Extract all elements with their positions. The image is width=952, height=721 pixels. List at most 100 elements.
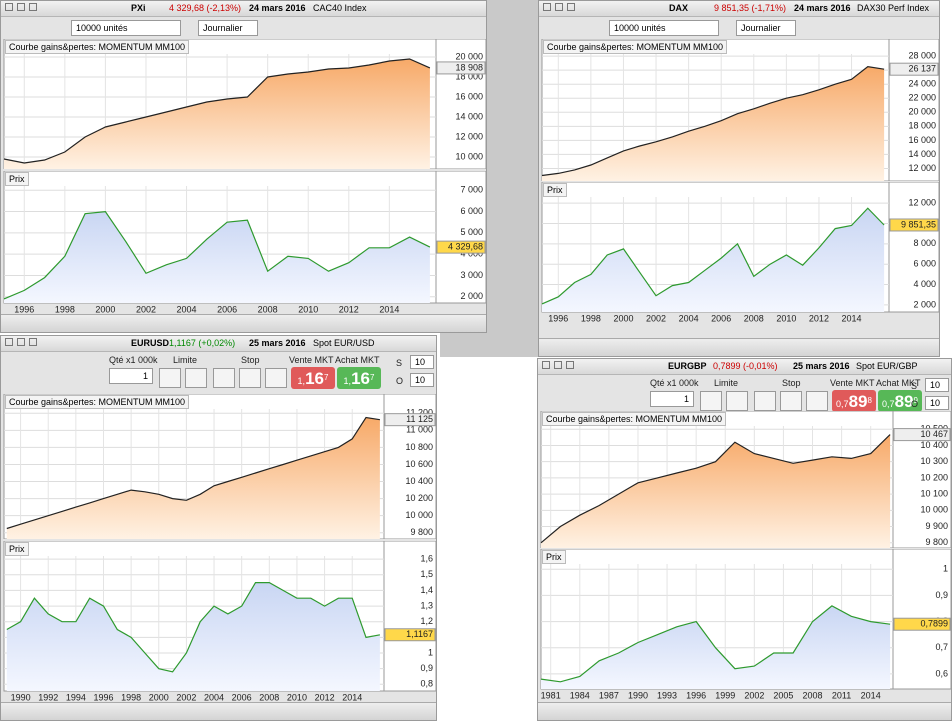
quote: 4 329,68 (-2,13%): [169, 3, 242, 13]
order-button[interactable]: [754, 391, 776, 411]
x-tick-label: 1987: [599, 690, 619, 700]
x-tick-label: 1992: [38, 692, 58, 702]
price-line: [3, 210, 431, 300]
axis-background: [435, 39, 486, 169]
chart-window: PXi 4 329,68 (-2,13%) 24 mars 2016 CAC40 In…: [0, 0, 487, 333]
s-label: S: [911, 381, 918, 391]
window-button[interactable]: [555, 3, 563, 11]
window-button[interactable]: [29, 338, 37, 346]
o-label: O: [911, 399, 919, 409]
qty-input[interactable]: 1: [650, 391, 694, 407]
window-button[interactable]: [567, 3, 575, 11]
last-value-label: 10 467: [920, 429, 948, 439]
equity-line: [3, 58, 431, 164]
s-input[interactable]: 10: [410, 355, 434, 369]
last-value-box: [893, 617, 951, 631]
y-tick-label: 2 000: [913, 299, 936, 309]
bottom-toolbar: [1, 314, 486, 332]
o-input[interactable]: 10: [410, 373, 434, 387]
o-input[interactable]: 10: [925, 396, 949, 410]
x-tick-label: 1981: [541, 690, 561, 700]
last-value-label: 11 125: [406, 414, 433, 424]
quantity-select[interactable]: 10000 unités: [609, 20, 719, 36]
period-select[interactable]: Journalier: [736, 20, 796, 36]
order-button[interactable]: [700, 391, 722, 411]
y-tick-label: 24 000: [908, 79, 936, 89]
order-button[interactable]: [780, 391, 802, 411]
y-tick-label: 9 800: [925, 537, 948, 547]
last-value-box: [889, 218, 939, 232]
y-tick-label: 11 200: [406, 408, 433, 418]
order-button[interactable]: [806, 391, 828, 411]
y-tick-label: 7 000: [460, 185, 483, 195]
y-tick-label: 11 000: [406, 425, 433, 435]
last-value-box: [889, 62, 939, 76]
chart-window: EURGBP 0,7899 (-0,01%) 25 mars 2016 Spot EU…: [537, 358, 952, 721]
y-tick-label: 12 000: [908, 197, 936, 207]
buy-button[interactable]: 0,7899: [878, 390, 922, 412]
x-tick-label: 2010: [298, 304, 318, 314]
x-tick-label: 2000: [95, 304, 115, 314]
date: 24 mars 2016: [794, 3, 851, 13]
window-button[interactable]: [17, 338, 25, 346]
sell-button[interactable]: 0,7898: [832, 390, 876, 412]
y-tick-label: 0,7: [935, 642, 948, 652]
x-tick-label: 1996: [686, 690, 706, 700]
order-button[interactable]: [159, 368, 181, 388]
y-tick-label: 6 000: [460, 206, 483, 216]
window-button[interactable]: [17, 3, 25, 11]
y-tick-label: 10 100: [920, 488, 948, 498]
x-tick-label: 2002: [646, 313, 666, 323]
title-bar: PXi 4 329,68 (-2,13%) 24 mars 2016 CAC40 In…: [1, 1, 486, 17]
y-tick-label: 1,2: [420, 616, 433, 626]
last-value-box: [436, 240, 486, 254]
x-tick-label: 1990: [11, 692, 31, 702]
order-button[interactable]: [265, 368, 287, 388]
window-button[interactable]: [29, 3, 37, 11]
y-tick-label: 20 000: [908, 107, 936, 117]
window-button[interactable]: [554, 361, 562, 369]
x-tick-label: 2000: [613, 313, 633, 323]
x-tick-label: 2008: [744, 313, 764, 323]
window-button[interactable]: [5, 338, 13, 346]
order-button[interactable]: [726, 391, 748, 411]
window-button[interactable]: [542, 361, 550, 369]
window-button[interactable]: [566, 361, 574, 369]
y-tick-label: 9 900: [925, 521, 948, 531]
buy-button[interactable]: 1,167: [337, 367, 381, 389]
equity-panel: 12 000 14 000 16 000 18 000 20 000 22 000 24 0…: [541, 39, 939, 181]
s-input[interactable]: 10: [925, 378, 949, 392]
x-tick-label: 2012: [315, 692, 335, 702]
panel-label: Prix: [542, 550, 566, 564]
quantity-select[interactable]: 10000 unités: [71, 20, 181, 36]
x-tick-label: 2008: [802, 690, 822, 700]
x-tick-label: 2004: [204, 692, 224, 702]
last-value-box: [384, 628, 436, 642]
sell-button[interactable]: 1,167: [291, 367, 335, 389]
price-line: [6, 582, 381, 673]
window-button[interactable]: [543, 3, 551, 11]
x-tick-label: 2006: [217, 304, 237, 314]
x-tick-label: 2014: [861, 690, 881, 700]
y-tick-label: 28 000: [908, 50, 936, 60]
y-tick-label: 10 600: [405, 459, 433, 469]
symbol: EURUSD: [131, 338, 170, 348]
window-button[interactable]: [5, 3, 13, 11]
x-tick-label: 2012: [809, 313, 829, 323]
x-tick-label: 2008: [259, 692, 279, 702]
period-select[interactable]: Journalier: [198, 20, 258, 36]
sell-price-main: 89: [848, 392, 868, 411]
order-button[interactable]: [239, 368, 261, 388]
qty-label: Qté x1 000k: [109, 355, 158, 365]
area-fill: [6, 417, 380, 539]
x-tick-label: 1984: [570, 690, 590, 700]
instrument: Spot EUR/GBP: [856, 361, 918, 371]
panel-label: Courbe gains&pertes: MOMENTUM MM100: [543, 40, 728, 54]
order-button[interactable]: [213, 368, 235, 388]
buy-price-suffix: 9: [913, 396, 918, 405]
buy-price-prefix: 1,: [343, 376, 352, 386]
qty-input[interactable]: 1: [109, 368, 153, 384]
order-button[interactable]: [185, 368, 207, 388]
x-tick-label: 2004: [177, 304, 197, 314]
